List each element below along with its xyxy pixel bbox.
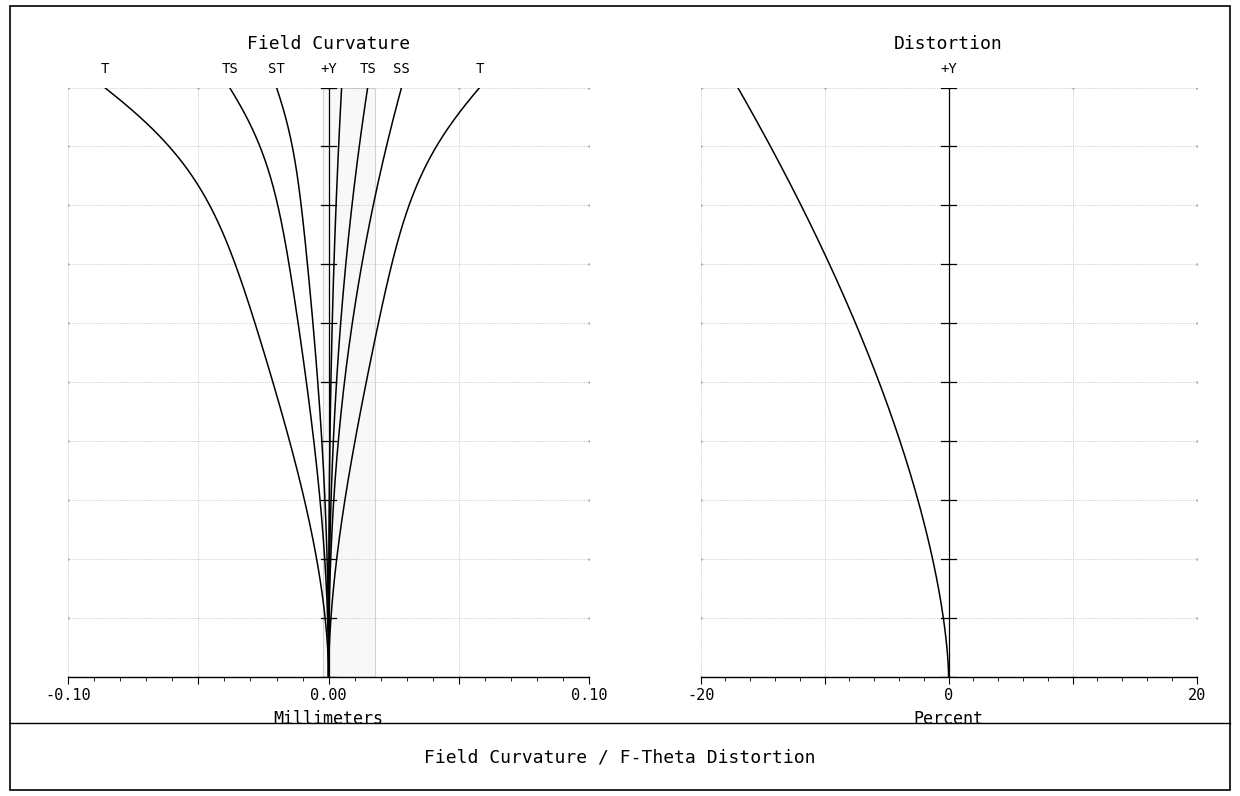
Text: T: T	[475, 62, 484, 76]
Text: TS: TS	[221, 62, 238, 76]
Text: SS: SS	[393, 62, 410, 76]
Text: T: T	[100, 62, 109, 76]
Title: Distortion: Distortion	[894, 35, 1003, 53]
Bar	[324, 88, 376, 677]
Text: +Y: +Y	[940, 62, 957, 76]
Text: TS: TS	[360, 62, 376, 76]
X-axis label: Millimeters: Millimeters	[274, 710, 383, 728]
X-axis label: Percent: Percent	[914, 710, 983, 728]
Text: Field Curvature / F-Theta Distortion: Field Curvature / F-Theta Distortion	[424, 749, 816, 767]
Text: ST: ST	[268, 62, 285, 76]
Text: +Y: +Y	[320, 62, 337, 76]
Title: Field Curvature: Field Curvature	[247, 35, 410, 53]
